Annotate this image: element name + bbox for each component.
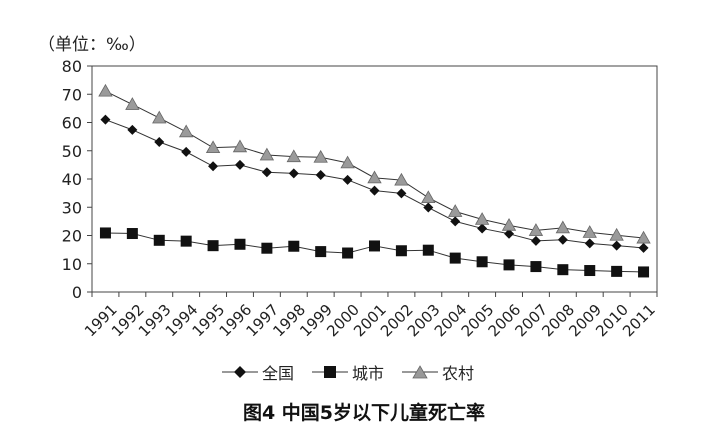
data-point-rural [609,227,624,241]
data-point-urban [288,240,300,252]
y-tick-label: 50 [62,142,82,161]
data-point-urban [584,265,596,277]
data-point-national [638,242,649,253]
y-tick-label: 80 [62,57,82,76]
data-point-urban [234,238,246,250]
data-point-national [369,185,380,196]
legend: 全国 城市 农村 [222,361,492,383]
data-point-urban [476,256,488,268]
data-point-urban [342,247,354,259]
data-point-urban [207,240,219,252]
data-point-urban [611,265,623,277]
data-point-national [234,159,245,170]
data-point-national [423,202,434,213]
data-point-urban [315,246,327,258]
data-point-rural [205,140,221,154]
data-point-national [342,174,353,185]
data-point-national [477,223,488,234]
data-point-urban [422,244,434,256]
data-point-rural [582,225,597,238]
data-point-urban [153,234,165,246]
y-tick-label: 30 [62,198,82,217]
data-point-urban [449,252,461,264]
y-tick-label: 40 [62,170,82,189]
data-point-rural [555,220,571,234]
data-point-national [611,240,622,251]
data-point-urban [503,259,515,271]
data-point-urban [99,227,111,239]
data-point-rural [474,212,490,225]
data-point-rural [125,97,140,110]
legend-label-rural: 农村 [442,364,475,383]
data-point-rural [98,83,113,97]
data-point-national [208,161,219,172]
y-tick-label: 60 [62,114,82,133]
diamond-marker-icon [222,366,258,378]
data-point-rural [340,155,355,169]
y-tick-label: 70 [62,85,82,104]
data-point-national [584,238,595,249]
data-point-national [288,168,299,179]
data-point-rural [232,139,248,153]
data-point-urban [638,266,650,278]
data-point-rural [178,124,194,138]
square-marker-icon [312,366,349,378]
data-point-urban [126,228,138,240]
data-point-national [127,124,138,135]
data-point-urban [261,242,273,254]
data-point-national [450,216,461,227]
data-point-rural [448,204,463,217]
data-point-rural [367,170,382,184]
data-point-national [181,146,192,157]
data-point-urban [395,245,407,257]
data-point-national [530,235,541,246]
data-point-rural [286,149,301,163]
data-point-rural [421,190,436,204]
legend-label-urban: 城市 [352,364,385,383]
data-point-national [504,228,515,239]
data-point-rural [394,172,409,186]
data-point-rural [152,110,167,124]
data-point-national [396,188,407,199]
legend-label-national: 全国 [262,364,295,383]
y-tick-label: 10 [62,255,82,274]
data-point-urban [180,235,192,247]
legend-item-rural: 农村 [402,360,474,384]
data-point-urban [369,240,380,252]
data-point-rural [501,218,517,231]
data-point-urban [530,261,542,273]
legend-item-national: 全国 [222,360,294,384]
series-line-rural [105,90,644,239]
data-point-rural [636,230,651,244]
data-point-urban [557,264,569,276]
data-point-rural [259,147,275,161]
figure-caption: 图4 中国5岁以下儿童死亡率 [242,402,486,424]
legend-item-urban: 城市 [312,360,384,384]
unit-label: （单位：‰） [38,35,146,55]
data-point-national [261,167,272,178]
triangle-marker-icon [402,365,439,379]
y-tick-label: 0 [72,283,82,302]
data-point-national [557,234,568,245]
y-tick-label: 20 [62,227,82,246]
data-point-national [100,114,111,125]
data-point-national [315,170,326,181]
data-point-rural [313,149,328,163]
data-point-rural [528,223,544,236]
data-point-national [154,136,165,147]
